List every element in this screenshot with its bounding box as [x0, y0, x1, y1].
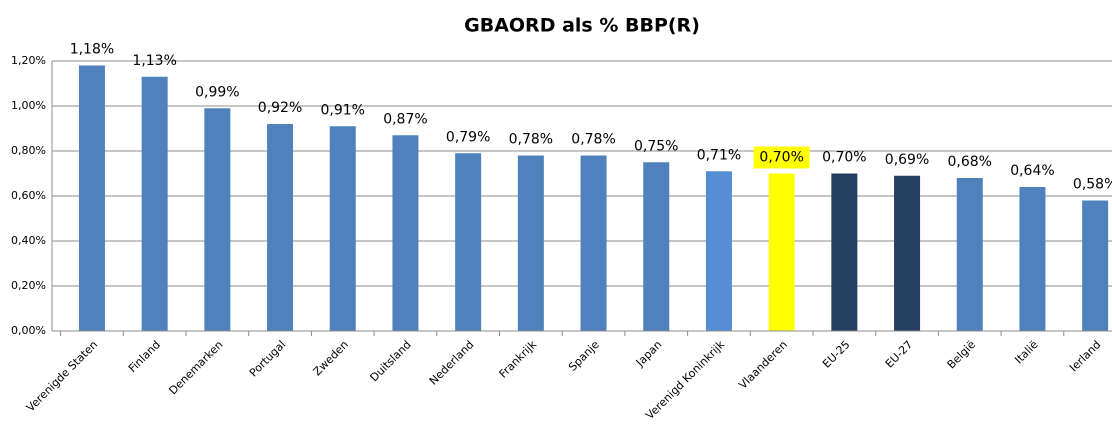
x-tick-label: Nederland	[427, 338, 477, 388]
bar	[1082, 200, 1109, 331]
bar	[643, 162, 670, 331]
x-tick-label: Zweden	[311, 338, 351, 378]
bar	[831, 173, 858, 331]
bar	[517, 155, 544, 331]
bar	[392, 135, 419, 331]
value-label: 0,71%	[697, 147, 741, 163]
x-tick-label: Frankrijk	[497, 338, 540, 381]
y-tick-label: 1,20%	[11, 54, 46, 67]
chart-title: GBAORD als % BBP(R)	[464, 15, 700, 37]
value-label: 0,99%	[195, 84, 239, 100]
value-label: 0,64%	[1010, 163, 1054, 179]
value-label: 0,75%	[634, 138, 678, 154]
value-label: 0,92%	[258, 100, 302, 116]
value-label: 0,78%	[509, 132, 553, 148]
value-label: 0,91%	[321, 102, 365, 118]
value-label: 1,18%	[70, 42, 114, 58]
bar	[1019, 187, 1046, 331]
x-tick-label: EU-25	[820, 338, 853, 371]
bar	[267, 124, 294, 331]
x-tick-label: Denemarken	[166, 338, 225, 397]
bar	[705, 171, 732, 331]
x-tick-label: Ierland	[1067, 338, 1103, 374]
bar	[894, 175, 921, 331]
x-tick-label: Japan	[633, 338, 665, 370]
value-label: 1,13%	[132, 53, 176, 69]
bar	[768, 173, 795, 331]
bar	[78, 65, 105, 331]
value-label: 0,58%	[1073, 177, 1112, 193]
label-highlight	[753, 146, 810, 169]
y-tick-label: 0,00%	[11, 324, 46, 337]
x-tick-label: België	[945, 338, 979, 372]
value-label: 0,70%	[822, 150, 866, 166]
x-tick-label: Finland	[126, 338, 163, 375]
value-label: 0,68%	[948, 154, 992, 170]
value-label: 0,78%	[571, 132, 615, 148]
bar	[141, 76, 168, 331]
x-tick-label: Spanje	[566, 338, 602, 374]
bar	[956, 178, 983, 331]
x-tick-label: Duitsland	[368, 338, 414, 384]
value-label: 0,79%	[446, 129, 490, 145]
y-tick-label: 1,00%	[11, 99, 46, 112]
bar	[329, 126, 356, 331]
bar	[580, 155, 607, 331]
x-tick-label: Italië	[1012, 338, 1041, 367]
value-label: 0,69%	[885, 152, 929, 168]
x-tick-label: Portugal	[247, 338, 288, 379]
x-tick-label: EU-27	[883, 338, 916, 371]
value-label: 0,87%	[383, 111, 427, 127]
y-tick-label: 0,20%	[11, 279, 46, 292]
value-label: 0,70%	[759, 150, 803, 166]
y-tick-label: 0,80%	[11, 144, 46, 157]
x-tick-label: Vlaanderen	[736, 338, 790, 392]
x-tick-label: Verenigde Staten	[24, 338, 100, 414]
bar	[204, 108, 231, 331]
bar	[455, 153, 482, 331]
y-tick-label: 0,40%	[11, 234, 46, 247]
y-tick-label: 0,60%	[11, 189, 46, 202]
